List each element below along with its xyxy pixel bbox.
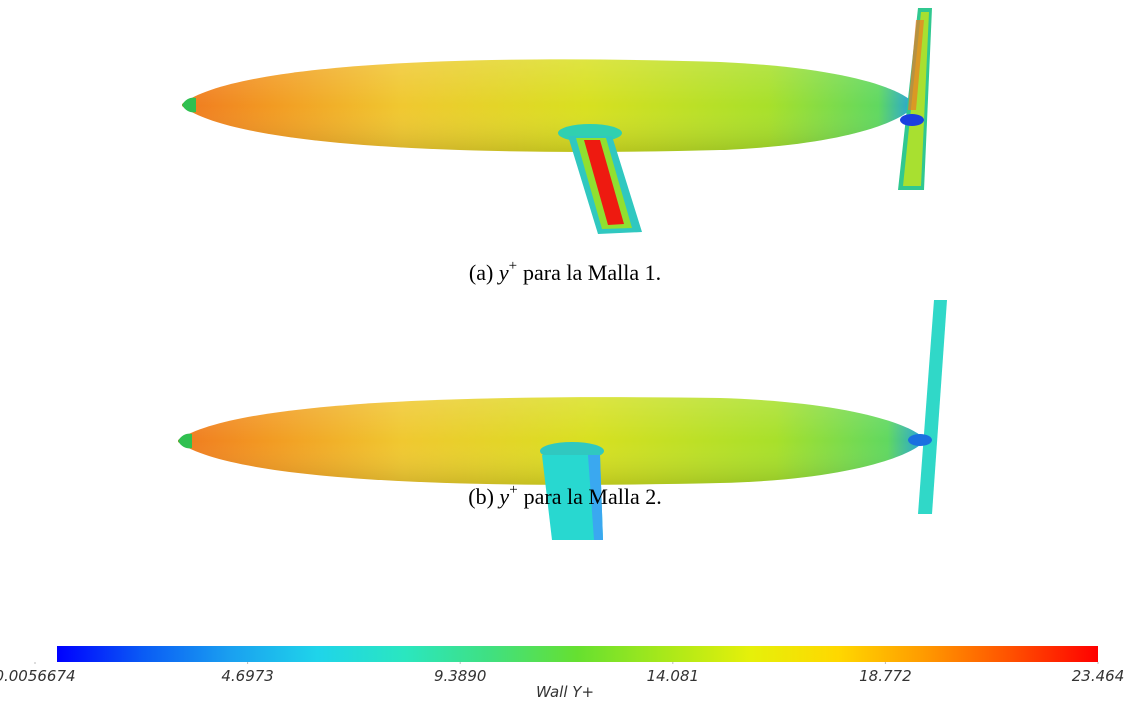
caption-text: para la Malla 1. (523, 260, 661, 285)
caption-b: (b) y+ para la Malla 2. (468, 482, 661, 509)
caption-math: y (497, 484, 509, 509)
colorbar-tick-label: 18.772 (859, 667, 912, 685)
caption-sup: + (509, 482, 517, 498)
page: (a) y+para la Malla 1. (b) y+para la Mal… (0, 0, 1131, 704)
colorbar (57, 646, 1098, 662)
colorbar-tick-label: 14.081 (647, 667, 700, 685)
colorbar-tick-label: 9.3890 (434, 667, 487, 685)
colorbar-tick-label: 0.0056674 (0, 667, 76, 685)
caption-a: (a) y+ para la Malla 1. (469, 258, 661, 285)
caption-label: (a) (469, 260, 493, 285)
caption-label: (b) (468, 484, 494, 509)
colorbar-tick-label: 4.6973 (221, 667, 274, 685)
figure: (a) y+para la Malla 1. (b) y+para la Mal… (0, 0, 1131, 704)
caption-math: y (497, 260, 509, 285)
colorbar-tick-label: 23.464 (1072, 667, 1125, 685)
colorbar-title: Wall Y+ (536, 683, 594, 701)
caption-text: para la Malla 2. (524, 484, 662, 509)
render-mesh-1 (182, 8, 932, 234)
caption-sup: + (509, 258, 517, 274)
